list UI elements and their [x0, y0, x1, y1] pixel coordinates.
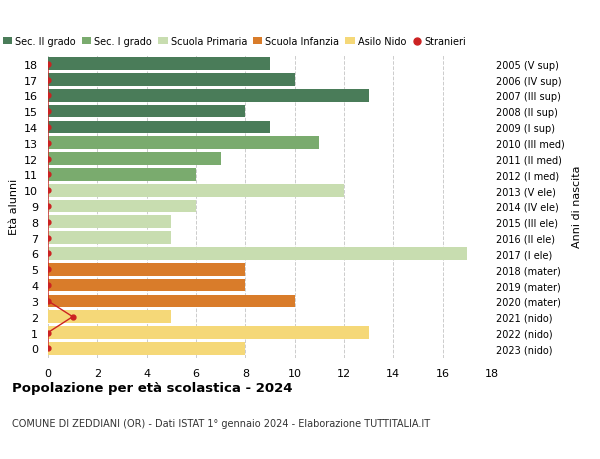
Y-axis label: Età alunni: Età alunni — [8, 179, 19, 235]
Text: Popolazione per età scolastica - 2024: Popolazione per età scolastica - 2024 — [12, 381, 293, 394]
Y-axis label: Anni di nascita: Anni di nascita — [572, 165, 582, 248]
Bar — [48, 185, 344, 197]
Bar — [48, 90, 368, 102]
Bar — [48, 311, 172, 323]
Bar — [48, 263, 245, 276]
Text: COMUNE DI ZEDDIANI (OR) - Dati ISTAT 1° gennaio 2024 - Elaborazione TUTTITALIA.I: COMUNE DI ZEDDIANI (OR) - Dati ISTAT 1° … — [12, 418, 430, 428]
Bar — [48, 279, 245, 292]
Bar — [48, 137, 319, 150]
Bar — [48, 168, 196, 181]
Bar — [48, 74, 295, 87]
Bar — [48, 153, 221, 166]
Bar — [48, 216, 172, 229]
Bar — [48, 342, 245, 355]
Bar — [48, 121, 270, 134]
Bar — [48, 326, 368, 339]
Bar — [48, 106, 245, 118]
Legend: Sec. II grado, Sec. I grado, Scuola Primaria, Scuola Infanzia, Asilo Nido, Stran: Sec. II grado, Sec. I grado, Scuola Prim… — [2, 37, 466, 47]
Bar — [48, 247, 467, 260]
Bar — [48, 295, 295, 308]
Bar — [48, 200, 196, 213]
Bar — [48, 58, 270, 71]
Bar — [48, 232, 172, 244]
